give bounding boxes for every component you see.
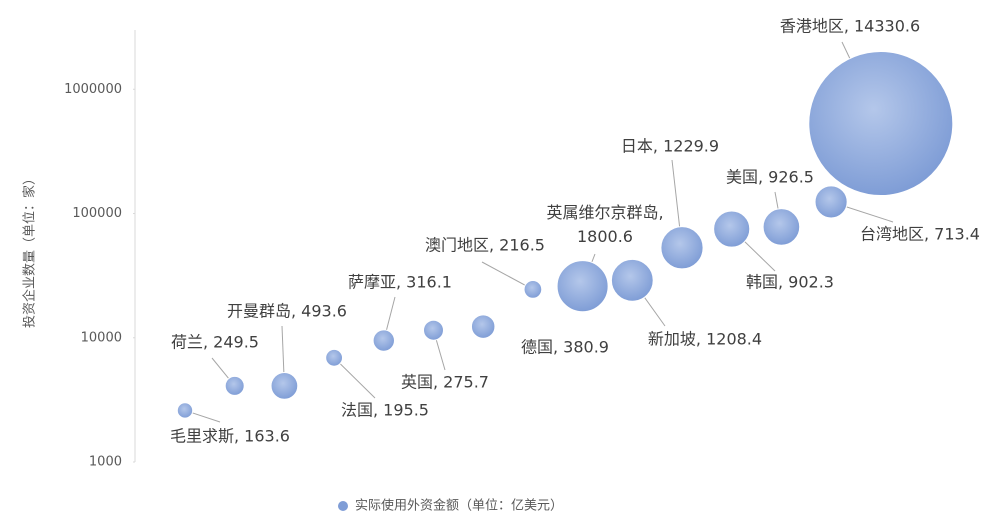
data-label: 英国, 275.7 [401, 373, 489, 392]
y-tick-label: 10000 [81, 330, 122, 345]
bubble [762, 208, 801, 246]
bubble [372, 329, 395, 352]
legend-marker [338, 501, 348, 511]
data-label: 台湾地区, 713.4 [860, 225, 980, 244]
bubble [176, 402, 194, 419]
leader-line [481, 261, 534, 290]
data-label: 英属维尔京群岛, 1800.6 [546, 203, 663, 246]
bubble [814, 185, 848, 219]
y-tick-label: 100000 [72, 206, 122, 221]
data-label: 香港地区, 14330.6 [780, 17, 920, 36]
bubble [556, 260, 609, 313]
bubble [610, 258, 654, 302]
legend-label: 实际使用外资金额（单位：亿美元） [355, 498, 563, 514]
bubble [325, 348, 344, 367]
bubble [713, 210, 751, 248]
data-label: 毛里求斯, 163.6 [170, 427, 290, 446]
data-label: 日本, 1229.9 [621, 137, 719, 156]
bubble [470, 314, 496, 339]
bubble [808, 51, 954, 197]
leader-line [333, 357, 376, 399]
data-label: 新加坡, 1208.4 [648, 330, 762, 349]
data-label: 荷兰, 249.5 [171, 333, 259, 352]
bubble [423, 319, 444, 341]
data-label: 德国, 380.9 [521, 338, 609, 357]
bubble [224, 375, 245, 396]
data-label: 萨摩亚, 316.1 [348, 273, 452, 292]
data-label: 澳门地区, 216.5 [425, 236, 545, 255]
data-label: 法国, 195.5 [341, 401, 429, 420]
bubble [660, 226, 704, 270]
bubble [523, 280, 543, 299]
y-tick-label: 1000 [89, 455, 122, 470]
data-label: 开曼群岛, 493.6 [227, 302, 347, 321]
y-axis-label: 投资企业数量（单位：家） [22, 172, 38, 328]
y-tick-label: 1000000 [64, 82, 122, 97]
data-label: 美国, 926.5 [726, 168, 814, 187]
data-label: 韩国, 902.3 [746, 273, 834, 292]
bubble [270, 372, 299, 400]
